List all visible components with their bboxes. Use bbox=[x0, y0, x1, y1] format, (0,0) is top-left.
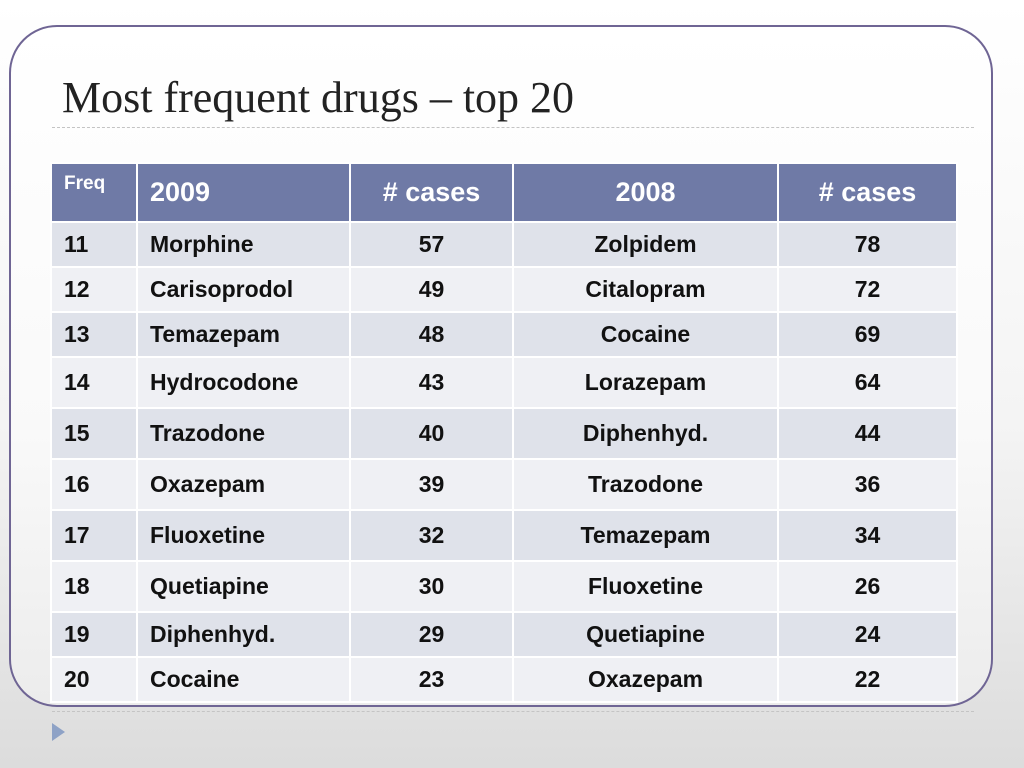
header-2008: 2008 bbox=[512, 162, 779, 223]
cell-cases-2008: 44 bbox=[777, 407, 958, 460]
cell-cases-2009: 57 bbox=[349, 221, 514, 268]
table-row: 20 Cocaine 23 Oxazepam 22 bbox=[50, 656, 958, 703]
header-cases-2009: # cases bbox=[349, 162, 514, 223]
title-divider bbox=[52, 127, 974, 128]
cell-drug-2009: Oxazepam bbox=[136, 458, 351, 511]
cell-drug-2008: Cocaine bbox=[512, 311, 779, 358]
cell-freq: 12 bbox=[50, 266, 138, 313]
cell-cases-2009: 30 bbox=[349, 560, 514, 613]
table-row: 12 Carisoprodol 49 Citalopram 72 bbox=[50, 266, 958, 313]
cell-freq: 17 bbox=[50, 509, 138, 562]
cell-drug-2009: Morphine bbox=[136, 221, 351, 268]
cell-cases-2009: 29 bbox=[349, 611, 514, 658]
cell-drug-2008: Oxazepam bbox=[512, 656, 779, 703]
cell-cases-2009: 49 bbox=[349, 266, 514, 313]
cell-drug-2008: Zolpidem bbox=[512, 221, 779, 268]
cell-freq: 16 bbox=[50, 458, 138, 511]
cell-freq: 15 bbox=[50, 407, 138, 460]
cell-cases-2008: 36 bbox=[777, 458, 958, 511]
table-row: 16 Oxazepam 39 Trazodone 36 bbox=[50, 458, 958, 511]
cell-freq: 13 bbox=[50, 311, 138, 358]
cell-cases-2008: 22 bbox=[777, 656, 958, 703]
slide-title: Most frequent drugs – top 20 bbox=[62, 73, 575, 122]
cell-freq: 18 bbox=[50, 560, 138, 613]
footer-divider bbox=[52, 711, 974, 712]
cell-drug-2009: Quetiapine bbox=[136, 560, 351, 613]
cell-drug-2008: Temazepam bbox=[512, 509, 779, 562]
table-row: 18 Quetiapine 30 Fluoxetine 26 bbox=[50, 560, 958, 613]
cell-drug-2008: Fluoxetine bbox=[512, 560, 779, 613]
cell-cases-2009: 32 bbox=[349, 509, 514, 562]
cell-drug-2009: Fluoxetine bbox=[136, 509, 351, 562]
cell-freq: 19 bbox=[50, 611, 138, 658]
cell-drug-2008: Citalopram bbox=[512, 266, 779, 313]
table-row: 19 Diphenhyd. 29 Quetiapine 24 bbox=[50, 611, 958, 658]
table-row: 13 Temazepam 48 Cocaine 69 bbox=[50, 311, 958, 358]
cell-drug-2009: Temazepam bbox=[136, 311, 351, 358]
cell-drug-2009: Cocaine bbox=[136, 656, 351, 703]
table-row: 11 Morphine 57 Zolpidem 78 bbox=[50, 221, 958, 268]
cell-drug-2008: Quetiapine bbox=[512, 611, 779, 658]
table-row: 14 Hydrocodone 43 Lorazepam 64 bbox=[50, 356, 958, 409]
table-row: 15 Trazodone 40 Diphenhyd. 44 bbox=[50, 407, 958, 460]
drug-frequency-table: Freq 2009 # cases 2008 # cases 11 Morphi… bbox=[50, 162, 958, 703]
cell-cases-2008: 78 bbox=[777, 221, 958, 268]
cell-drug-2009: Diphenhyd. bbox=[136, 611, 351, 658]
cell-drug-2008: Trazodone bbox=[512, 458, 779, 511]
cell-drug-2009: Trazodone bbox=[136, 407, 351, 460]
header-2009: 2009 bbox=[136, 162, 351, 223]
cell-drug-2008: Diphenhyd. bbox=[512, 407, 779, 460]
cell-cases-2009: 23 bbox=[349, 656, 514, 703]
cell-cases-2008: 24 bbox=[777, 611, 958, 658]
arrow-right-icon bbox=[52, 723, 65, 741]
cell-cases-2009: 39 bbox=[349, 458, 514, 511]
cell-cases-2008: 64 bbox=[777, 356, 958, 409]
cell-cases-2008: 34 bbox=[777, 509, 958, 562]
cell-freq: 11 bbox=[50, 221, 138, 268]
cell-cases-2009: 40 bbox=[349, 407, 514, 460]
table-row: 17 Fluoxetine 32 Temazepam 34 bbox=[50, 509, 958, 562]
cell-cases-2008: 72 bbox=[777, 266, 958, 313]
cell-cases-2009: 48 bbox=[349, 311, 514, 358]
table-header-row: Freq 2009 # cases 2008 # cases bbox=[50, 162, 958, 223]
cell-cases-2008: 26 bbox=[777, 560, 958, 613]
cell-cases-2009: 43 bbox=[349, 356, 514, 409]
cell-drug-2008: Lorazepam bbox=[512, 356, 779, 409]
cell-cases-2008: 69 bbox=[777, 311, 958, 358]
cell-drug-2009: Carisoprodol bbox=[136, 266, 351, 313]
header-freq: Freq bbox=[50, 162, 138, 223]
header-cases-2008: # cases bbox=[777, 162, 958, 223]
cell-freq: 14 bbox=[50, 356, 138, 409]
cell-drug-2009: Hydrocodone bbox=[136, 356, 351, 409]
cell-freq: 20 bbox=[50, 656, 138, 703]
